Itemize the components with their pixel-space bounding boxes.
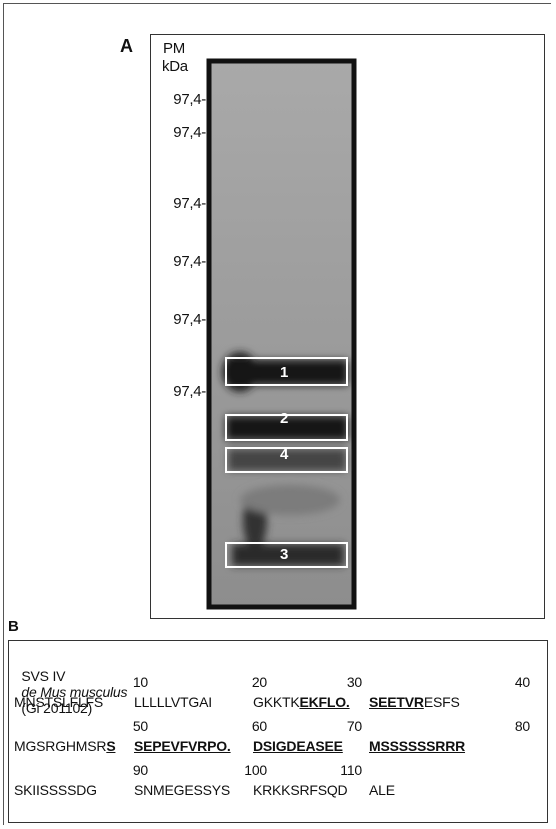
residue-number: 30 (322, 674, 362, 690)
residue-group: SNMEGESSYS (134, 782, 230, 798)
residue-group: DSIGDEASEE (253, 738, 343, 754)
residue-number: 80 (490, 718, 530, 734)
residue-segment: SEETVR (369, 694, 424, 710)
residue-number: 60 (227, 718, 267, 734)
band-label: 3 (280, 546, 288, 563)
residue-number: 40 (490, 674, 530, 690)
residue-segment: SEPEVFVRPO. (134, 738, 231, 754)
residue-number: 100 (227, 762, 267, 778)
marker-label: 97,4- (173, 124, 206, 141)
residue-segment: EKFLO. (299, 694, 349, 710)
residue-segment: GKKTK (253, 694, 299, 710)
residue-segment: SKIISSSSDG (14, 782, 97, 798)
residue-segment: MNSTSLFLFS (14, 694, 103, 710)
protein-name: SVS IV (21, 668, 65, 684)
marker-label: 97,4- (173, 195, 206, 212)
residue-segment: ESFS (424, 694, 460, 710)
residue-group: KRKKSRFSQD (253, 782, 347, 798)
residue-segment: ALE (369, 782, 395, 798)
gel-image (0, 0, 556, 640)
residue-number: 90 (108, 762, 148, 778)
residue-segment: DSIGDEASEE (253, 738, 343, 754)
residue-segment: KRKKSRFSQD (253, 782, 347, 798)
marker-label: 97,4- (173, 91, 206, 108)
residue-segment: LLLLLVTGAI (134, 694, 212, 710)
residue-segment: MGSRGHMSR (14, 738, 106, 754)
panel-label: B (8, 618, 19, 635)
residue-segment: S (106, 738, 115, 754)
band-label: 1 (280, 364, 288, 381)
residue-group: GKKTKEKFLO. (253, 694, 350, 710)
marker-label: 97,4- (173, 253, 206, 270)
residue-number: 10 (108, 674, 148, 690)
residue-number: 110 (322, 762, 362, 778)
residue-group: MNSTSLFLFS (14, 694, 103, 710)
figure-page: {"panel_a": {"label": "A", "units": ["PM… (0, 0, 556, 829)
residue-group: SEETVRESFS (369, 694, 460, 710)
gel (209, 61, 354, 607)
residue-group: LLLLLVTGAI (134, 694, 212, 710)
residue-group: MSSSSSSRRR (369, 738, 465, 754)
marker-label: 97,4- (173, 383, 206, 400)
residue-group: MGSRGHMSRS (14, 738, 115, 754)
band-label: 2 (280, 410, 288, 427)
residue-segment: MSSSSSSRRR (369, 738, 465, 754)
residue-group: SEPEVFVRPO. (134, 738, 231, 754)
residue-number: 70 (322, 718, 362, 734)
residue-group: ALE (369, 782, 395, 798)
residue-number: 20 (227, 674, 267, 690)
residue-number: 50 (108, 718, 148, 734)
band-label: 4 (280, 446, 288, 463)
residue-group: SKIISSSSDG (14, 782, 97, 798)
marker-label: 97,4- (173, 311, 206, 328)
residue-segment: SNMEGESSYS (134, 782, 230, 798)
